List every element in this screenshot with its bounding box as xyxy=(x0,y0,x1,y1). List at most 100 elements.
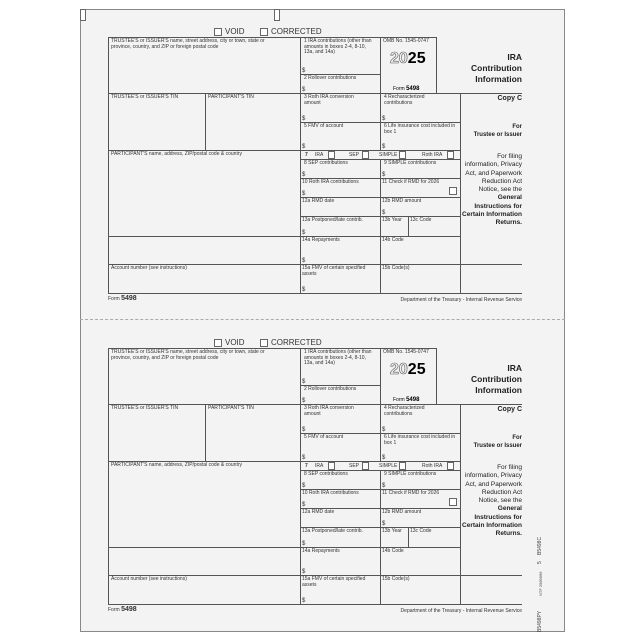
box-15a[interactable]: 15a FMV of certain specified assets $ xyxy=(300,575,381,605)
dollar-sign: $ xyxy=(302,502,306,508)
box-14b[interactable]: 14b Code xyxy=(380,547,461,576)
trustee-tin-label: TRUSTEE'S or ISSUER'S TIN xyxy=(111,405,179,411)
box-1-label: 1 IRA contributions (other than amounts … xyxy=(304,38,372,55)
box-13b[interactable]: 13b Year xyxy=(380,216,409,237)
box-4[interactable]: 4 Recharacterized contributions $ xyxy=(380,404,461,434)
corrected-label: CORRECTED xyxy=(271,338,322,347)
box-7-sep-checkbox[interactable] xyxy=(362,151,369,159)
dollar-sign: $ xyxy=(302,87,306,93)
sheet xyxy=(80,9,565,632)
box-3[interactable]: 3 Roth IRA conversion amount $ xyxy=(300,93,381,123)
trustee-name-field[interactable]: TRUSTEE'S or ISSUER'S name, street addre… xyxy=(108,348,301,405)
box-10-label: 10 Roth IRA contributions xyxy=(302,179,359,185)
box-7-sep-checkbox[interactable] xyxy=(362,462,369,470)
trustee-name-field[interactable]: TRUSTEE'S or ISSUER'S name, street addre… xyxy=(108,37,301,94)
form-copy: VOID CORRECTED TRUSTEE'S or ISSUER'S nam… xyxy=(0,311,640,614)
box-11-checkbox[interactable] xyxy=(449,187,457,195)
margin-code: B5498C xyxy=(537,536,543,555)
box-15a-label: 15a FMV of certain specified assets xyxy=(302,576,366,588)
box-13c[interactable]: 13c Code xyxy=(408,527,461,548)
void-checkbox[interactable] xyxy=(214,28,222,36)
corrected-checkbox[interactable] xyxy=(260,339,268,347)
account-number-field[interactable]: Account number (see instructions) xyxy=(108,264,301,294)
box-13a[interactable]: 13a Postponed/late contrib. $ xyxy=(300,216,381,237)
box-7-ira-checkbox[interactable] xyxy=(328,462,335,470)
dollar-sign: $ xyxy=(302,379,306,385)
participant-tin-field[interactable]: PARTICIPANT'S TIN xyxy=(205,404,301,462)
box-9[interactable]: 9 SIMPLE contributions $ xyxy=(380,159,461,179)
year-outline: 20 xyxy=(390,361,408,379)
dollar-sign: $ xyxy=(302,569,306,575)
box-13b[interactable]: 13b Year xyxy=(380,527,409,548)
tax-year: 2025 xyxy=(390,361,426,379)
participant-name-field[interactable]: PARTICIPANT'S name, address, ZIP/postal … xyxy=(108,150,301,237)
box-14b[interactable]: 14b Code xyxy=(380,236,461,265)
box-7-ira-checkbox[interactable] xyxy=(328,151,335,159)
box-15a-label: 15a FMV of certain specified assets xyxy=(302,265,366,277)
box-14a-label: 14a Repayments xyxy=(302,237,340,243)
participant-tin-label: PARTICIPANT'S TIN xyxy=(208,405,254,411)
dollar-sign: $ xyxy=(302,541,306,547)
sheet-tab xyxy=(80,9,86,21)
box-8[interactable]: 8 SEP contributions $ xyxy=(300,470,381,490)
box-10[interactable]: 10 Roth IRA contributions $ xyxy=(300,489,381,509)
box-4-label: 4 Recharacterized contributions xyxy=(384,94,425,106)
dollar-sign: $ xyxy=(302,230,306,236)
footer-form-prefix: Form xyxy=(108,296,120,302)
trustee-tin-label: TRUSTEE'S or ISSUER'S TIN xyxy=(111,94,179,100)
participant-name-field[interactable]: PARTICIPANT'S name, address, ZIP/postal … xyxy=(108,461,301,548)
box-7-roth-checkbox[interactable] xyxy=(447,151,454,159)
margin-code: 5 xyxy=(537,561,543,564)
box-6-label: 6 Life insurance cost included in box 1 xyxy=(384,123,456,135)
box-12b-label: 12b RMD amount xyxy=(382,509,422,515)
copy-recipient: For Trustee or Issuer xyxy=(455,434,522,450)
box-15a[interactable]: 15a FMV of certain specified assets $ xyxy=(300,264,381,294)
box-13a[interactable]: 13a Postponed/late contrib. $ xyxy=(300,527,381,548)
trustee-tin-field[interactable]: TRUSTEE'S or ISSUER'S TIN xyxy=(108,404,206,462)
box-6[interactable]: 6 Life insurance cost included in box 1 … xyxy=(380,122,461,151)
box-12b[interactable]: 12b RMD amount $ xyxy=(380,508,461,528)
box-7-simple-checkbox[interactable] xyxy=(399,462,406,470)
corrected-checkbox[interactable] xyxy=(260,28,268,36)
box-5-label: 5 FMV of account xyxy=(304,123,344,129)
box-2-label: 2 Rollover contributions xyxy=(304,75,357,81)
box-2[interactable]: 2 Rollover contributions $ xyxy=(300,385,381,405)
participant-tin-field[interactable]: PARTICIPANT'S TIN xyxy=(205,93,301,151)
void-checkbox[interactable] xyxy=(214,339,222,347)
box-4[interactable]: 4 Recharacterized contributions $ xyxy=(380,93,461,123)
box-12a[interactable]: 12a RMD date xyxy=(300,508,381,528)
box-7-sep-label: SEP xyxy=(349,463,360,469)
dollar-sign: $ xyxy=(302,598,306,604)
box-12a[interactable]: 12a RMD date xyxy=(300,197,381,217)
box-14a[interactable]: 14a Repayments $ xyxy=(300,547,381,576)
dollar-sign: $ xyxy=(302,287,306,293)
box-9[interactable]: 9 SIMPLE contributions $ xyxy=(380,470,461,490)
box-11-checkbox[interactable] xyxy=(449,498,457,506)
dollar-sign: $ xyxy=(382,210,386,216)
box-5[interactable]: 5 FMV of account $ xyxy=(300,122,381,151)
box-1[interactable]: 1 IRA contributions (other than amounts … xyxy=(300,37,381,75)
trustee-tin-field[interactable]: TRUSTEE'S or ISSUER'S TIN xyxy=(108,93,206,151)
perforation-line xyxy=(80,319,565,320)
box-2[interactable]: 2 Rollover contributions $ xyxy=(300,74,381,94)
box-13c[interactable]: 13c Code xyxy=(408,216,461,237)
box-6-label: 6 Life insurance cost included in box 1 xyxy=(384,434,456,446)
box-7-roth-checkbox[interactable] xyxy=(447,462,454,470)
box-3[interactable]: 3 Roth IRA conversion amount $ xyxy=(300,404,381,434)
account-number-field[interactable]: Account number (see instructions) xyxy=(108,575,301,605)
box-1[interactable]: 1 IRA contributions (other than amounts … xyxy=(300,348,381,386)
box-12b[interactable]: 12b RMD amount $ xyxy=(380,197,461,217)
box-15b[interactable]: 15b Code(s) xyxy=(380,575,461,605)
box-7-simple-checkbox[interactable] xyxy=(399,151,406,159)
box-6[interactable]: 6 Life insurance cost included in box 1 … xyxy=(380,433,461,462)
dollar-sign: $ xyxy=(302,172,306,178)
omb-number: OMB No. 1545-0747 xyxy=(383,38,429,44)
account-number-label: Account number (see instructions) xyxy=(111,265,187,271)
box-8[interactable]: 8 SEP contributions $ xyxy=(300,159,381,179)
dollar-sign: $ xyxy=(302,455,306,461)
box-15b[interactable]: 15b Code(s) xyxy=(380,264,461,294)
box-3-label: 3 Roth IRA conversion amount xyxy=(304,405,354,417)
box-14a[interactable]: 14a Repayments $ xyxy=(300,236,381,265)
box-10[interactable]: 10 Roth IRA contributions $ xyxy=(300,178,381,198)
box-5[interactable]: 5 FMV of account $ xyxy=(300,433,381,462)
